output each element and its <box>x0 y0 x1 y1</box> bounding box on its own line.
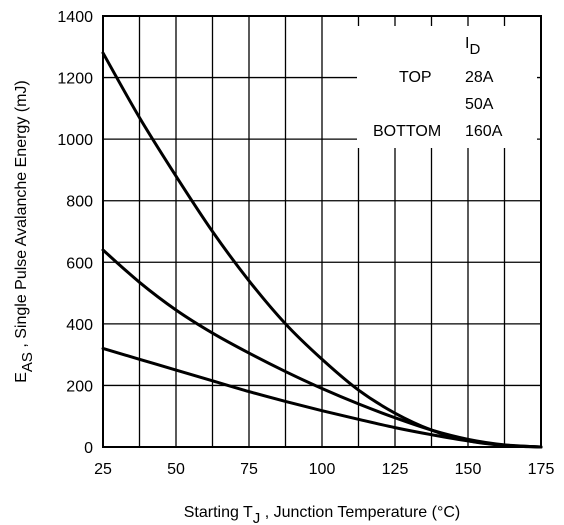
legend-header: ID <box>465 35 480 58</box>
x-tick-label: 75 <box>240 461 258 478</box>
y-tick-label: 1000 <box>57 132 93 149</box>
y-tick-label: 600 <box>66 255 93 272</box>
y-axis-label-sub: AS <box>19 352 36 372</box>
x-axis-label-part: , Junction Temperature (°C) <box>260 504 460 521</box>
legend-row-label: BOTTOM <box>373 123 441 140</box>
x-tick-label: 100 <box>309 461 336 478</box>
legend-row-label: TOP <box>399 69 432 86</box>
x-tick-label: 175 <box>528 461 555 478</box>
grid-layer <box>103 16 541 447</box>
series-curve-2 <box>101 248 543 449</box>
x-axis-label-sub: J <box>253 510 261 525</box>
legend-layer: ID TOP 28A 50A BOTTOM 160A <box>373 35 503 140</box>
x-axis-label: Starting TJ , Junction Temperature (°C) <box>184 504 461 525</box>
legend-mask-layer <box>357 26 537 148</box>
legend-row-value: 28A <box>465 69 494 86</box>
y-tick-label: 800 <box>66 194 93 211</box>
plot-frame <box>102 15 542 448</box>
legend-row-value: 50A <box>465 96 494 113</box>
y-tick-label: 400 <box>66 317 93 334</box>
x-tick-label: 25 <box>94 461 112 478</box>
x-tick-label: 125 <box>382 461 409 478</box>
legend-header-sub: D <box>469 41 480 58</box>
y-tick-label: 1200 <box>57 71 93 88</box>
y-axis-label: EAS , Single Pulse Avalanche Energy (mJ) <box>13 80 36 383</box>
x-tick-label: 50 <box>167 461 185 478</box>
y-axis-label-part: E <box>13 372 30 383</box>
legend-row-value: 160A <box>465 123 503 140</box>
axis-labels-layer: Starting TJ , Junction Temperature (°C) E… <box>13 80 460 525</box>
y-tick-label: 0 <box>84 440 93 457</box>
legend-background <box>357 26 537 148</box>
y-tick-label: 200 <box>66 378 93 395</box>
x-tick-label: 150 <box>455 461 482 478</box>
y-axis-label-part: , Single Pulse Avalanche Energy (mJ) <box>13 80 30 352</box>
series-curve-3 <box>101 346 543 449</box>
legend-header-main: I <box>465 35 469 52</box>
series-layer <box>101 51 543 449</box>
ticks-layer: 0 200 400 600 800 1000 1200 1400 25 50 75 100 125 150… <box>57 9 554 478</box>
y-tick-label: 1400 <box>57 9 93 26</box>
x-axis-label-part: Starting T <box>184 504 253 521</box>
